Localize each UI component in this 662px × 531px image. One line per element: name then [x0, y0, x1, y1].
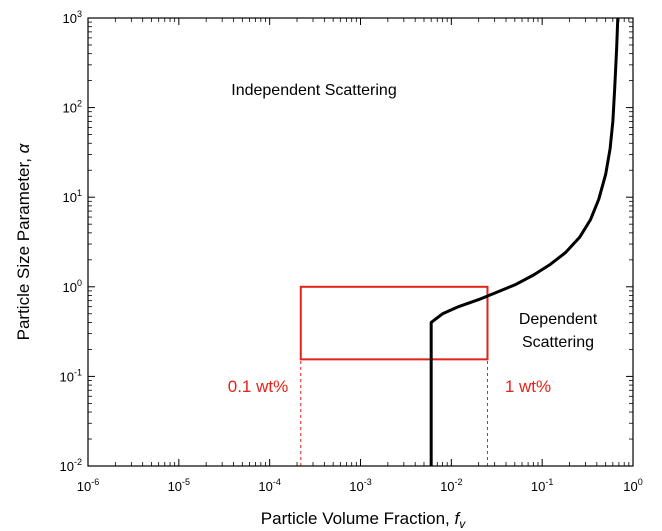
wt-low-label: 0.1 wt% [228, 377, 288, 396]
y-tick-label: 103 [63, 9, 82, 26]
y-tick-label: 10-1 [60, 367, 82, 384]
x-tick-label: 10-5 [168, 477, 190, 494]
y-tick-label: 102 [63, 99, 82, 116]
x-tick-label: 10-4 [258, 477, 280, 494]
x-axis-label: Particle Volume Fraction, fv [261, 509, 466, 531]
x-tick-label: 10-6 [77, 477, 99, 494]
x-tick-label: 10-3 [349, 477, 371, 494]
plot-frame [87, 17, 634, 467]
independent-scattering-label: Independent Scattering [231, 82, 396, 99]
series-line [429, 17, 620, 466]
y-tick-label: 10-2 [60, 457, 82, 474]
y-axis-label: Particle Size Parameter, α [14, 142, 33, 340]
x-tick-label: 10-1 [531, 477, 553, 494]
axis-ticks: 10-6 10-5 10-4 10-3 10-2 10-1 100 10-2 10-1 100 10… [60, 9, 643, 494]
highlight-box [299, 285, 489, 361]
x-tick-label: 100 [623, 477, 642, 494]
x-tick-label: 10-2 [440, 477, 462, 494]
y-tick-label: 101 [63, 188, 82, 205]
wt-high-label: 1 wt% [505, 377, 551, 396]
dependent-scattering-label-line1: Dependent [519, 311, 598, 328]
y-tick-label: 100 [63, 278, 82, 295]
dependent-scattering-label-line2: Scattering [522, 334, 594, 351]
